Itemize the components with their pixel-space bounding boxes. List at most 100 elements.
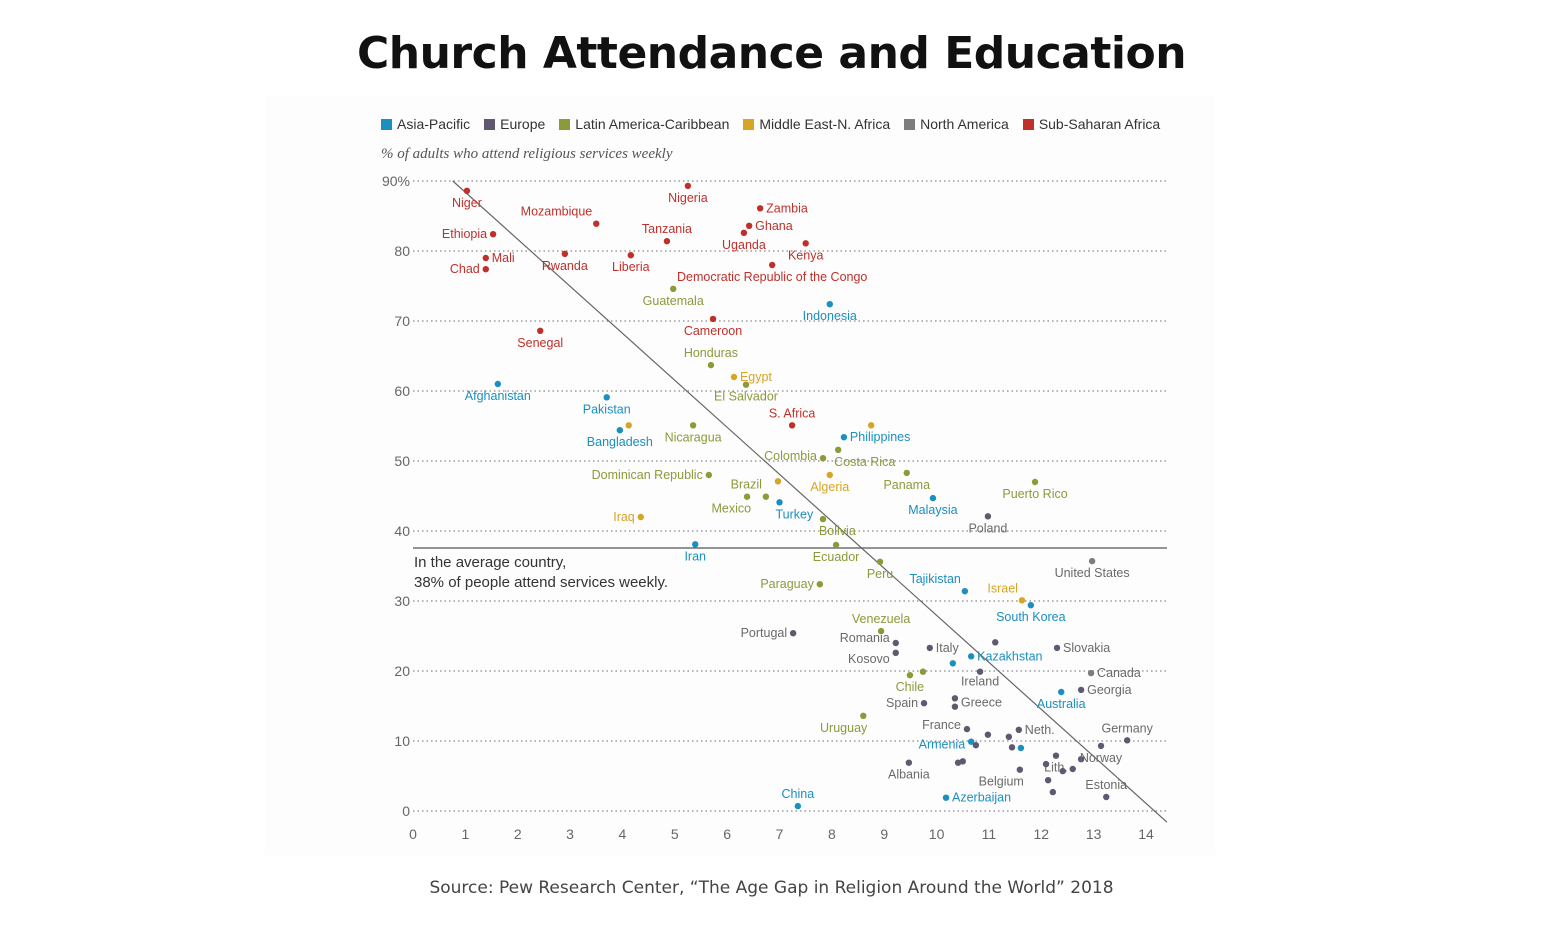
data-point (740, 229, 748, 236)
data-point (705, 471, 713, 479)
data-label: Israel (987, 581, 1018, 595)
chart-title: Church Attendance and Education (356, 28, 1187, 79)
data-label: Turkey (776, 507, 814, 521)
x-tick-label: 5 (671, 826, 679, 842)
data-label: France (922, 718, 961, 732)
data-point (892, 649, 899, 656)
legend-label: North America (920, 116, 1009, 132)
data-point (637, 513, 644, 521)
data-point (832, 541, 840, 549)
data-label: Tanzania (642, 222, 692, 236)
data-label: Ethiopia (442, 227, 487, 241)
data-label: Uganda (722, 238, 766, 252)
x-tick-label: 3 (566, 826, 574, 842)
data-label: Belgium (979, 775, 1024, 789)
data-point (984, 513, 992, 520)
data-point (1059, 767, 1066, 775)
source-note: Source: Pew Research Center, “The Age Ga… (429, 878, 1114, 898)
y-tick-label: 30 (394, 593, 410, 609)
data-point (1049, 788, 1057, 796)
data-point (663, 238, 671, 245)
data-label: Slovakia (1063, 641, 1110, 655)
data-point (905, 759, 913, 766)
data-point (788, 422, 796, 429)
data-label: Ghana (755, 219, 793, 233)
data-point (959, 758, 966, 765)
data-point (967, 653, 975, 660)
average-annotation-line1: In the average country, (414, 554, 566, 571)
data-point (743, 493, 751, 500)
data-point (789, 630, 797, 637)
data-label: Panama (883, 478, 930, 492)
legend-item: Europe (484, 116, 545, 132)
data-label: Afghanistan (465, 389, 531, 403)
data-point (892, 639, 899, 647)
data-point (929, 494, 937, 502)
data-point (826, 471, 833, 479)
data-point (816, 581, 824, 588)
data-label: Armenia (919, 738, 966, 752)
data-label: Poland (968, 521, 1007, 535)
data-point (942, 794, 950, 801)
x-tick-label: 14 (1138, 826, 1154, 842)
data-label: Nicaragua (665, 430, 722, 444)
data-point (1005, 733, 1013, 740)
data-point (627, 252, 635, 259)
x-tick-label: 9 (880, 826, 888, 842)
data-label: Kenya (788, 248, 823, 262)
data-label: Philippines (850, 430, 910, 444)
data-label: Neth. (1025, 723, 1055, 737)
data-label: Venezuela (852, 612, 910, 626)
data-point (819, 455, 827, 462)
data-point (776, 499, 783, 506)
data-point (819, 515, 827, 523)
data-point (1016, 766, 1024, 773)
data-point (877, 627, 885, 635)
legend-label: Middle East-N. Africa (759, 116, 891, 132)
data-point (920, 700, 928, 707)
data-label: Kosovo (848, 652, 890, 666)
data-label: Ecuador (813, 550, 860, 564)
x-tick-label: 1 (461, 826, 469, 842)
data-label: Indonesia (803, 309, 857, 323)
data-label: Australia (1037, 697, 1086, 711)
trend-line (452, 180, 1168, 823)
data-label: Chile (896, 680, 925, 694)
data-point (794, 802, 802, 810)
data-point (1053, 644, 1061, 652)
data-point (684, 182, 692, 190)
data-point (756, 205, 764, 212)
data-label: Liberia (612, 260, 650, 274)
data-label: Niger (452, 196, 482, 210)
y-tick-label: 0 (402, 803, 410, 819)
data-point (984, 731, 992, 738)
data-point (1031, 478, 1039, 486)
data-point (1087, 669, 1095, 677)
legend-swatch (904, 118, 916, 130)
data-label: Norway (1080, 751, 1123, 765)
x-tick-label: 7 (776, 826, 784, 842)
data-point (1015, 726, 1023, 733)
x-tick-label: 4 (619, 826, 627, 842)
data-label: S. Africa (769, 406, 816, 420)
data-label: South Korea (996, 610, 1066, 624)
data-label: Spain (886, 696, 918, 710)
data-label: Colombia (764, 449, 817, 463)
data-point (561, 250, 569, 257)
data-point (762, 493, 770, 500)
data-point (1008, 744, 1016, 751)
data-label: Chad (450, 262, 480, 276)
y-tick-label: 20 (394, 663, 410, 679)
data-point (707, 361, 715, 369)
data-point (625, 422, 632, 429)
data-label: Iran (684, 549, 706, 563)
data-point (826, 301, 833, 308)
data-point (1069, 765, 1076, 773)
data-point (482, 254, 489, 262)
data-label: Uruguay (820, 721, 868, 735)
x-tick-label: 13 (1086, 826, 1102, 842)
legend-item: Asia-Pacific (381, 116, 470, 132)
x-tick-label: 10 (929, 826, 945, 842)
data-label: Iraq (613, 510, 635, 524)
